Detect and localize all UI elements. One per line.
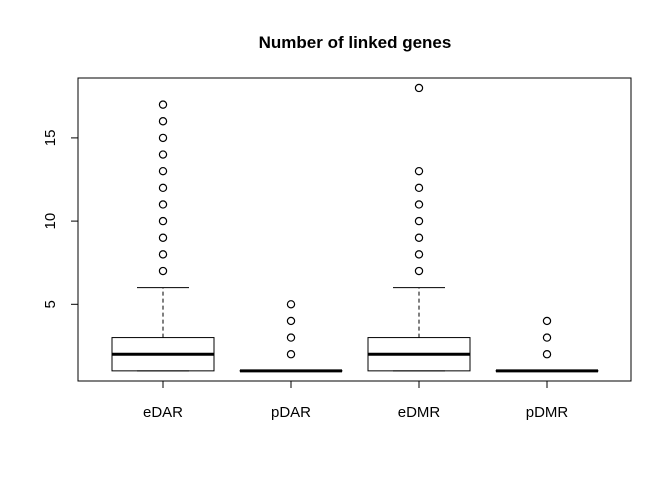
x-tick-label: eDMR xyxy=(398,404,441,421)
outlier-point xyxy=(158,150,168,159)
outlier-point xyxy=(158,166,168,176)
outlier-point xyxy=(158,216,168,226)
x-tick-label: eDAR xyxy=(143,404,183,421)
plot-frame xyxy=(77,77,632,382)
outlier-point xyxy=(158,117,168,126)
x-tick-label: pDAR xyxy=(271,404,311,421)
box-pdmr xyxy=(495,316,599,373)
y-axis: 5 10 15 xyxy=(42,130,79,308)
outlier-point xyxy=(542,333,552,342)
outlier-point xyxy=(414,250,424,259)
outlier-point xyxy=(158,233,168,242)
boxes xyxy=(111,83,599,373)
outlier-point xyxy=(286,300,296,309)
outlier-point xyxy=(414,233,424,242)
outlier-point xyxy=(286,316,296,326)
outlier-point xyxy=(286,350,296,359)
outlier-point xyxy=(414,166,424,176)
outlier-point xyxy=(414,83,424,93)
x-tick-label: pDMR xyxy=(526,404,569,421)
outlier-point xyxy=(542,316,552,326)
x-axis: eDAR pDAR eDMR pDMR xyxy=(143,380,569,421)
y-tick-label: 15 xyxy=(42,130,59,147)
box-edar xyxy=(111,100,215,372)
outlier-point xyxy=(542,350,552,359)
outlier-point xyxy=(286,333,296,342)
box-pdar xyxy=(239,300,343,373)
y-tick-label: 10 xyxy=(42,213,59,230)
outlier-point xyxy=(158,266,168,276)
chart-title: Number of linked genes xyxy=(259,33,452,52)
y-tick-label: 5 xyxy=(42,300,59,308)
outlier-point xyxy=(158,250,168,259)
outlier-point xyxy=(158,100,168,109)
outlier-point xyxy=(158,133,168,143)
outlier-point xyxy=(158,183,168,193)
outlier-point xyxy=(414,200,424,209)
outlier-point xyxy=(414,266,424,276)
outlier-point xyxy=(158,200,168,209)
box-edmr xyxy=(367,83,471,372)
outlier-point xyxy=(414,216,424,226)
outlier-point xyxy=(414,183,424,193)
